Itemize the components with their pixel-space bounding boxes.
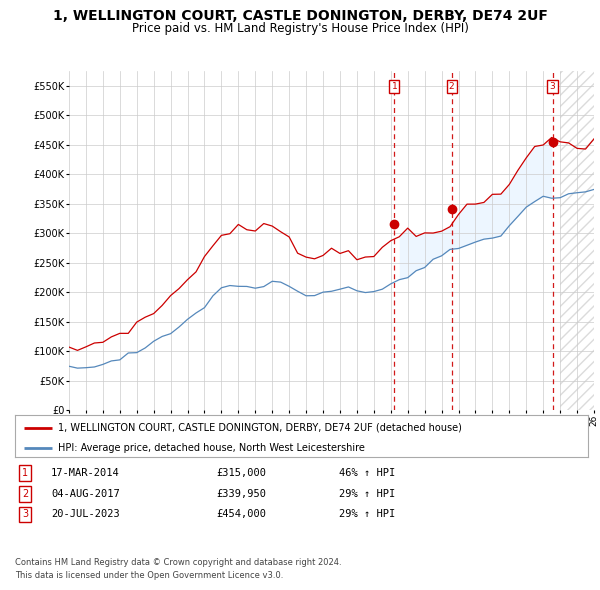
Text: 1, WELLINGTON COURT, CASTLE DONINGTON, DERBY, DE74 2UF (detached house): 1, WELLINGTON COURT, CASTLE DONINGTON, D… <box>58 422 462 432</box>
Text: 3: 3 <box>550 82 556 91</box>
Text: 3: 3 <box>22 510 28 519</box>
Text: 1, WELLINGTON COURT, CASTLE DONINGTON, DERBY, DE74 2UF: 1, WELLINGTON COURT, CASTLE DONINGTON, D… <box>53 9 547 24</box>
Text: 2: 2 <box>449 82 454 91</box>
Text: 29% ↑ HPI: 29% ↑ HPI <box>339 489 395 499</box>
Text: £339,950: £339,950 <box>216 489 266 499</box>
Text: 46% ↑ HPI: 46% ↑ HPI <box>339 468 395 478</box>
Text: Price paid vs. HM Land Registry's House Price Index (HPI): Price paid vs. HM Land Registry's House … <box>131 22 469 35</box>
Text: 1: 1 <box>391 82 397 91</box>
Text: 1: 1 <box>22 468 28 478</box>
Text: 2: 2 <box>22 489 28 499</box>
Text: £454,000: £454,000 <box>216 510 266 519</box>
Text: 20-JUL-2023: 20-JUL-2023 <box>51 510 120 519</box>
Text: This data is licensed under the Open Government Licence v3.0.: This data is licensed under the Open Gov… <box>15 571 283 580</box>
Text: 17-MAR-2014: 17-MAR-2014 <box>51 468 120 478</box>
Text: £315,000: £315,000 <box>216 468 266 478</box>
Text: Contains HM Land Registry data © Crown copyright and database right 2024.: Contains HM Land Registry data © Crown c… <box>15 558 341 566</box>
Text: HPI: Average price, detached house, North West Leicestershire: HPI: Average price, detached house, Nort… <box>58 443 365 453</box>
Text: 29% ↑ HPI: 29% ↑ HPI <box>339 510 395 519</box>
Text: 04-AUG-2017: 04-AUG-2017 <box>51 489 120 499</box>
